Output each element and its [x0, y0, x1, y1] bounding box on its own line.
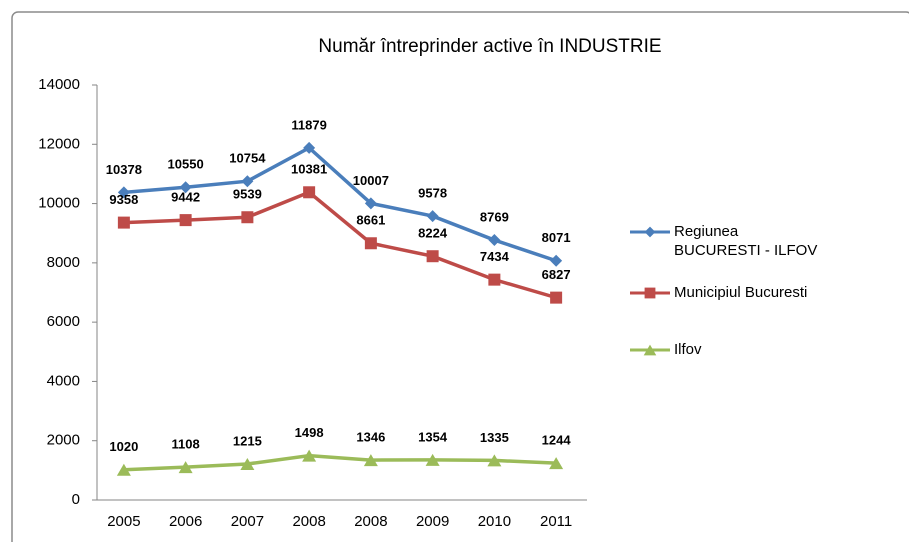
legend-item: Ilfov	[628, 340, 828, 359]
marker	[644, 226, 656, 238]
data-label: 10754	[229, 151, 266, 166]
chart-frame	[11, 11, 909, 542]
legend-label: Municipiul Bucuresti	[674, 284, 808, 301]
y-tick-label: 4000	[47, 372, 80, 389]
legend-swatch	[630, 287, 670, 299]
marker	[426, 210, 439, 223]
data-label: 9358	[109, 192, 138, 207]
marker	[487, 454, 502, 467]
data-label: 1244	[542, 433, 572, 448]
marker	[425, 453, 440, 466]
legend-item: Municipiul Bucuresti	[628, 283, 828, 302]
y-tick-label: 14000	[38, 76, 80, 93]
legend-swatch	[630, 226, 670, 238]
legend-label: Ilfov	[674, 341, 702, 358]
y-tick-label: 2000	[47, 432, 80, 449]
marker	[550, 254, 563, 267]
x-tick-label: 2008	[354, 513, 387, 530]
marker	[550, 291, 563, 304]
data-label: 8661	[356, 213, 385, 228]
data-label: 8769	[480, 209, 509, 224]
data-label: 1354	[418, 429, 448, 444]
marker	[117, 216, 130, 229]
data-label: 11879	[291, 117, 326, 132]
marker	[363, 454, 378, 467]
marker	[116, 463, 131, 476]
marker	[179, 214, 192, 227]
x-tick-label: 2006	[169, 513, 202, 530]
x-tick-label: 2005	[107, 513, 140, 530]
marker	[303, 186, 316, 199]
series-line	[123, 145, 557, 263]
y-tick-label: 6000	[47, 313, 80, 330]
marker	[302, 449, 317, 462]
x-tick-label: 2010	[478, 513, 511, 530]
data-label: 9442	[171, 190, 200, 205]
data-label: 9578	[418, 186, 447, 201]
data-label: 7434	[480, 249, 510, 264]
marker	[643, 344, 657, 356]
x-tick-label: 2007	[231, 513, 264, 530]
marker	[241, 211, 254, 224]
marker	[303, 141, 316, 154]
legend-swatch	[630, 344, 670, 356]
data-label: 10550	[168, 157, 204, 172]
data-label: 10381	[291, 162, 327, 177]
legend: Regiunea BUCURESTI - ILFOV Municipiul Buc…	[628, 222, 828, 359]
data-label: 6827	[542, 267, 571, 282]
data-label: 1346	[356, 430, 385, 445]
y-tick-label: 8000	[47, 254, 80, 271]
y-tick-label: 10000	[38, 195, 80, 212]
x-tick-label: 2008	[292, 513, 325, 530]
marker	[644, 287, 656, 299]
marker	[178, 461, 193, 474]
data-label: 10007	[353, 173, 389, 188]
data-label: 1335	[480, 430, 509, 445]
marker	[426, 250, 439, 263]
y-tick-label: 0	[72, 491, 80, 508]
legend-item: Regiunea BUCURESTI - ILFOV	[628, 222, 828, 260]
data-label: 1498	[295, 425, 324, 440]
series-line	[123, 453, 557, 472]
data-label: 8224	[418, 226, 448, 241]
marker	[240, 457, 255, 470]
data-label: 1020	[109, 439, 138, 454]
marker	[117, 186, 130, 199]
x-tick-label: 2011	[540, 513, 572, 530]
data-label: 1108	[172, 437, 200, 452]
marker	[488, 234, 501, 247]
data-label: 8071	[542, 230, 571, 245]
chart-title: Număr întreprinder active în INDUSTRIE	[318, 36, 661, 57]
data-label: 10378	[106, 162, 142, 177]
marker	[488, 273, 501, 286]
series-line	[123, 190, 557, 300]
marker	[549, 457, 564, 470]
legend-label: Regiunea BUCURESTI - ILFOV	[674, 223, 818, 259]
marker	[179, 181, 192, 194]
x-tick-label: 2009	[416, 513, 449, 530]
y-tick-label: 12000	[38, 135, 80, 152]
marker	[364, 237, 377, 250]
data-label: 9539	[233, 187, 262, 202]
data-label: 1215	[233, 433, 262, 448]
marker	[364, 197, 377, 210]
marker	[241, 175, 254, 188]
